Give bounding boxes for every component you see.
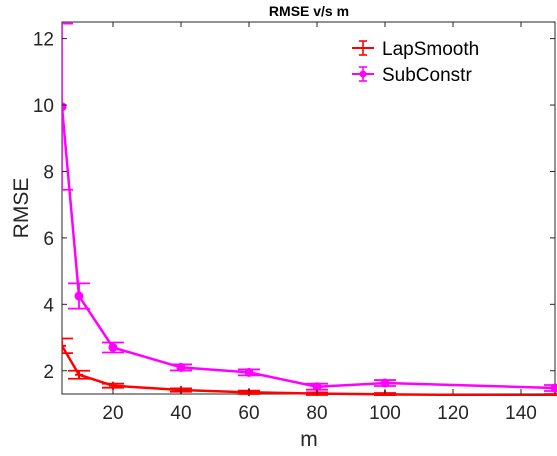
y-tick-label: 12 — [33, 30, 54, 51]
y-axis-label: RMSE — [10, 178, 33, 239]
legend-label: SubConstr — [382, 65, 472, 86]
series-subconstr — [62, 22, 557, 393]
x-tick-label: 140 — [505, 403, 537, 424]
legend-entry-subconstr: SubConstr — [352, 65, 472, 86]
data-point — [74, 291, 84, 301]
data-point — [550, 383, 557, 393]
y-tick-label: 2 — [43, 362, 54, 383]
x-tick-label: 40 — [170, 403, 191, 424]
x-tick-label: 120 — [437, 403, 469, 424]
series-line — [62, 345, 556, 396]
x-tick-label: 60 — [238, 403, 259, 424]
x-tick-label: 80 — [306, 403, 327, 424]
y-tick-label: 6 — [43, 229, 54, 250]
plot-area — [61, 21, 556, 395]
data-point — [380, 378, 390, 388]
legend: LapSmooth SubConstr — [352, 39, 479, 86]
y-tick-label: 4 — [43, 295, 54, 316]
chart-title: RMSE v/s m — [269, 3, 349, 19]
legend-entry-lapsmooth: LapSmooth — [352, 39, 479, 60]
y-tick-label: 8 — [43, 162, 54, 183]
data-point — [108, 343, 118, 352]
x-tick-label: 20 — [102, 403, 123, 424]
data-point — [176, 362, 186, 372]
y-tick-label: 10 — [33, 96, 54, 117]
legend-label: LapSmooth — [382, 39, 479, 60]
data-point — [244, 367, 254, 377]
legend-marker — [359, 70, 367, 78]
series-line — [62, 106, 556, 390]
axes-layer: 20 40 60 80 100 120 140 2 4 6 8 10 12 — [33, 22, 555, 424]
x-axis-label: m — [300, 428, 318, 451]
x-tick-label: 100 — [369, 403, 401, 424]
data-point — [62, 102, 67, 112]
